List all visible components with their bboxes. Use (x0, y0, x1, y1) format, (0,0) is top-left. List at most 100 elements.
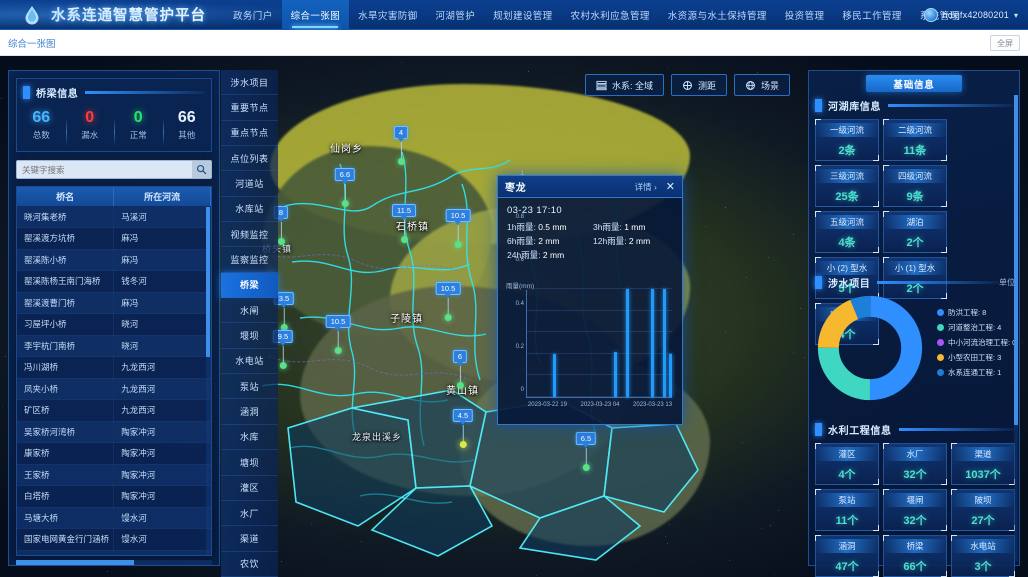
layer-nav-item-6[interactable]: 视频监控 (221, 222, 278, 247)
table-row[interactable]: 吴家桥河湾桥 陶家冲河 (17, 421, 211, 443)
layer-nav-item-13[interactable]: 涵洞 (221, 399, 278, 424)
marker-stem (345, 184, 346, 200)
layer-nav-item-5[interactable]: 水库站 (221, 197, 278, 222)
nav-item-7[interactable]: 投资管理 (776, 0, 834, 30)
section-title: 桥梁信息 (36, 85, 78, 100)
hydro-project-cell-3[interactable]: 泵站 11个 (815, 489, 879, 531)
chart-bar (651, 289, 654, 397)
measure-button[interactable]: 测距 (671, 74, 727, 96)
hydro-project-cell-0[interactable]: 灌区 4个 (815, 443, 879, 485)
bridge-table[interactable]: 桥名 所在河流 晓河集老桥 马溪河 罂溪渡方坑桥 麻冯 罂溪陈小桥 麻冯 罂溪陈杨王南门海桥… (16, 186, 212, 556)
river-info-cell-5[interactable]: 湖泊 2个 (883, 211, 947, 253)
scene-button[interactable]: 场景 (734, 74, 790, 96)
layer-nav-item-17[interactable]: 水厂 (221, 501, 278, 526)
table-row[interactable]: 凤夹小桥 九龙西河 (17, 378, 211, 400)
cell-bridge-name: 吴家桥河湾桥 (17, 421, 114, 443)
close-icon[interactable]: ✕ (666, 182, 675, 192)
table-row[interactable]: 王家桥 陶家冲河 (17, 464, 211, 486)
map-marker[interactable]: 6 (453, 350, 467, 389)
cell-river-name: 钱冬河 (114, 271, 211, 293)
nav-item-3[interactable]: 河湖管护 (427, 0, 485, 30)
layer-nav-item-8[interactable]: 桥梁 (221, 273, 278, 298)
hydro-project-cell-8[interactable]: 水电站 3个 (951, 535, 1015, 577)
hydro-project-cell-4[interactable]: 堰闸 32个 (883, 489, 947, 531)
cell-river-name: 晓河 (114, 335, 211, 357)
map-marker[interactable]: 10.5 (326, 315, 351, 354)
hydro-project-cell-1[interactable]: 水厂 32个 (883, 443, 947, 485)
river-info-cell-3[interactable]: 四级河流 9条 (883, 165, 947, 207)
layer-nav-item-19[interactable]: 农饮 (221, 552, 278, 577)
map-marker[interactable]: 10.5 (436, 282, 461, 321)
map-marker[interactable]: 6.5 (576, 432, 596, 471)
layer-nav-item-18[interactable]: 渠道 (221, 526, 278, 551)
layer-nav-item-1[interactable]: 重要节点 (221, 95, 278, 120)
layer-nav-item-3[interactable]: 点位列表 (221, 146, 278, 171)
nav-item-2[interactable]: 水旱灾害防御 (349, 0, 426, 30)
user-menu[interactable]: hdxjfx42080201 ▾ (924, 0, 1018, 30)
table-row[interactable]: 李宇杭门南桥 晓河 (17, 335, 211, 357)
table-row[interactable]: 康家桥 陶家冲河 (17, 443, 211, 465)
table-row[interactable]: 罂溪渡方坑桥 麻冯 (17, 228, 211, 250)
map-marker[interactable]: 11.5 (392, 204, 416, 243)
section-marker-icon (815, 99, 822, 112)
table-horizontal-scrollbar[interactable] (16, 560, 212, 565)
layer-nav-item-15[interactable]: 塘坝 (221, 450, 278, 475)
left-panel: 桥梁信息 66 总数 0 漏水 0 正常 66 其他 (8, 70, 220, 566)
table-row[interactable]: 晓河集老桥 马溪河 (17, 206, 211, 228)
table-row[interactable]: 象河大塘桥馒水河 (17, 550, 211, 556)
table-row[interactable]: 国家电网黄金行门涵桥 馒水河 (17, 529, 211, 551)
hydro-project-cell-5[interactable]: 陂坝 27个 (951, 489, 1015, 531)
table-row[interactable]: 马塘大桥 馒水河 (17, 507, 211, 529)
nav-item-4[interactable]: 规划建设管理 (484, 0, 561, 30)
layer-nav-item-12[interactable]: 泵站 (221, 374, 278, 399)
table-row[interactable]: 冯川湖桥 九龙西河 (17, 357, 211, 379)
marker-dot-icon (444, 314, 451, 321)
layer-nav-item-9[interactable]: 水闸 (221, 298, 278, 323)
search-input[interactable] (17, 161, 192, 178)
nav-item-8[interactable]: 移民工作管理 (833, 0, 910, 30)
table-row[interactable]: 罂溪渡曹门桥 麻冯 (17, 292, 211, 314)
nav-item-0[interactable]: 政务门户 (224, 0, 282, 30)
layer-nav-item-11[interactable]: 水电站 (221, 349, 278, 374)
right-panel-scrollbar[interactable] (1014, 95, 1018, 561)
cell-bridge-name: 冯川湖桥 (17, 357, 114, 379)
layers-button[interactable]: 水系: 全域 (585, 74, 664, 96)
search-button[interactable] (192, 161, 211, 178)
search-box[interactable] (16, 160, 212, 179)
marker-stem (337, 331, 338, 347)
cell-value: 32个 (903, 466, 926, 482)
table-row[interactable]: 罂溪陈杨王南门海桥 钱冬河 (17, 271, 211, 293)
river-info-cell-1[interactable]: 二级河流 11条 (883, 119, 947, 161)
table-row[interactable]: 白塔桥 陶家冲河 (17, 486, 211, 508)
map-marker[interactable]: 10.5 (446, 209, 471, 248)
river-info-cell-0[interactable]: 一级河流 2条 (815, 119, 879, 161)
nav-item-6[interactable]: 水资源与水土保持管理 (659, 0, 776, 30)
layer-nav-item-14[interactable]: 水库 (221, 425, 278, 450)
map-marker[interactable]: 4 (394, 126, 408, 165)
hydro-project-cell-7[interactable]: 桥梁 66个 (883, 535, 947, 577)
table-row[interactable]: 罂溪陈小桥 麻冯 (17, 249, 211, 271)
layer-nav-item-10[interactable]: 堰坝 (221, 323, 278, 348)
table-vertical-scrollbar[interactable] (206, 207, 210, 555)
popup-detail-link[interactable]: 详情 › (635, 181, 657, 193)
stat-value: 66 (17, 109, 66, 126)
map-marker[interactable]: 6.6 (335, 168, 355, 207)
table-row[interactable]: 习屋坪小桥 晓河 (17, 314, 211, 336)
bridge-stats-card: 桥梁信息 66 总数 0 漏水 0 正常 66 其他 (16, 78, 212, 152)
layer-nav-item-16[interactable]: 灌区 (221, 476, 278, 501)
nav-item-1[interactable]: 综合一张图 (282, 0, 350, 30)
layer-nav-item-2[interactable]: 重点节点 (221, 121, 278, 146)
layer-nav-item-7[interactable]: 监察监控 (221, 247, 278, 272)
river-info-cell-4[interactable]: 五级河流 4条 (815, 211, 879, 253)
hydro-project-cell-6[interactable]: 涵洞 47个 (815, 535, 879, 577)
fullscreen-button[interactable]: 全屏 (990, 35, 1020, 51)
layer-nav-item-0[interactable]: 涉水项目 (221, 70, 278, 95)
map-marker[interactable]: 4.5 (453, 409, 473, 448)
tab-basic-info[interactable]: 基础信息 (866, 75, 962, 92)
marker-stem (463, 425, 464, 441)
layer-nav-item-4[interactable]: 河道站 (221, 171, 278, 196)
river-info-cell-2[interactable]: 三级河流 25条 (815, 165, 879, 207)
table-row[interactable]: 矿区桥 九龙西河 (17, 400, 211, 422)
hydro-project-cell-2[interactable]: 渠道 1037个 (951, 443, 1015, 485)
nav-item-5[interactable]: 农村水利应急管理 (562, 0, 659, 30)
